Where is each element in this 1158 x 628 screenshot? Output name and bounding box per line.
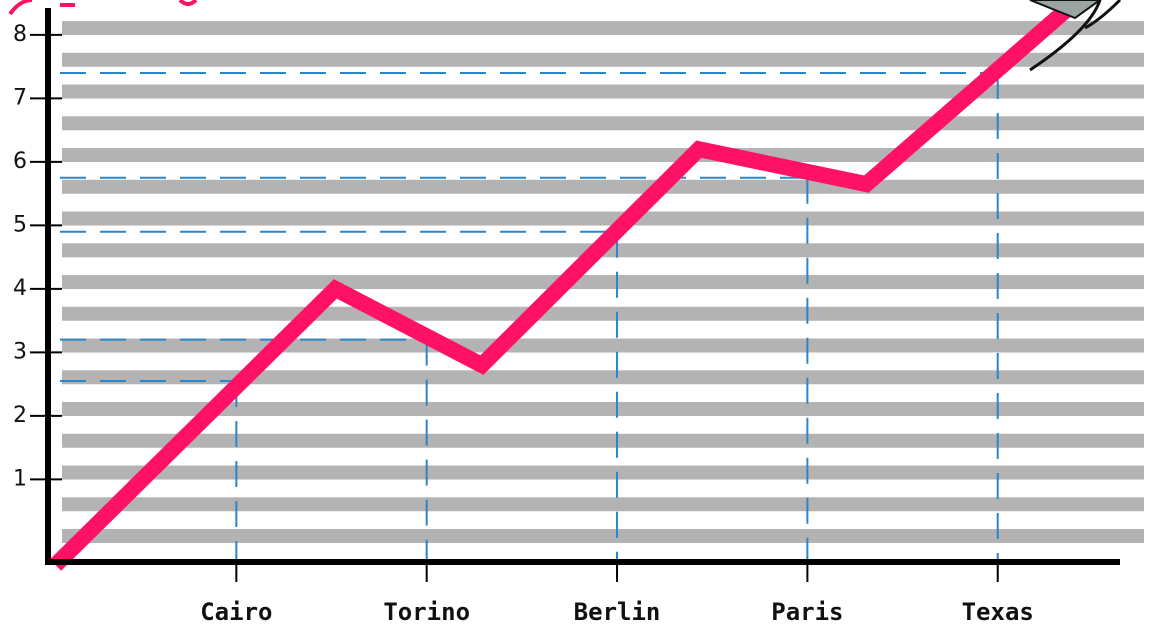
- x-tick-label: Berlin: [574, 598, 661, 626]
- y-tick-label: 6: [13, 149, 27, 174]
- y-tick-label: 4: [13, 276, 27, 301]
- y-tick-label: 3: [13, 339, 27, 364]
- stripe: [62, 275, 1144, 289]
- y-tick-label: 7: [13, 85, 27, 110]
- stripe: [62, 180, 1144, 194]
- x-tick-label: Texas: [962, 598, 1034, 626]
- stripe: [62, 497, 1144, 511]
- stripe: [62, 370, 1144, 384]
- title-fragment: [10, 0, 196, 14]
- x-tick-label: Paris: [771, 598, 843, 626]
- stripe: [62, 21, 1144, 35]
- y-tick-label: 5: [13, 212, 27, 237]
- stripe: [62, 529, 1144, 543]
- stripe: [62, 434, 1144, 448]
- stripes: [62, 21, 1144, 543]
- x-tick-label: Torino: [383, 598, 470, 626]
- y-tick-label: 8: [13, 22, 27, 47]
- y-tick-label: 1: [13, 466, 27, 491]
- stripe: [62, 116, 1144, 130]
- stripe: [62, 212, 1144, 226]
- x-tick-label: Cairo: [200, 598, 272, 626]
- stripe: [62, 307, 1144, 321]
- y-tick-label: 2: [13, 403, 27, 428]
- stripe: [62, 148, 1144, 162]
- stripe: [62, 53, 1144, 67]
- stripe: [62, 466, 1144, 480]
- chart: 1 2 3 4 5 6 7 8 Cairo Torino Berlin Paris Texas: [0, 0, 1158, 628]
